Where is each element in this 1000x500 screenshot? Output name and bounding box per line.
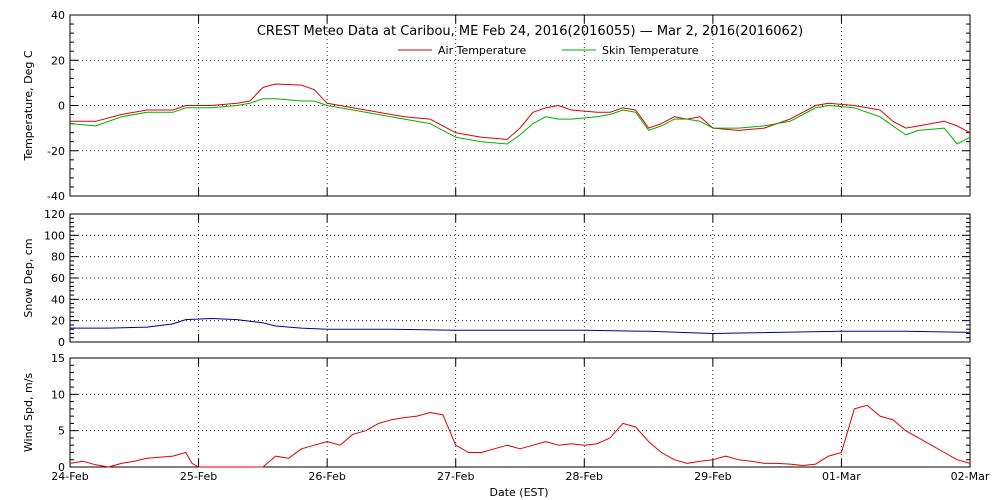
y-tick-label: 10 — [51, 388, 65, 401]
y-axis-label: Snow Dep, cm — [22, 238, 35, 317]
x-tick-label: 02-Mar — [951, 470, 990, 483]
y-tick-label: 15 — [51, 352, 65, 365]
x-tick-label: 29-Feb — [694, 470, 731, 483]
temperature-panel: -40 -20 0 20 40 Temperature, Deg C — [22, 9, 971, 203]
y-tick-label: 0 — [58, 100, 65, 113]
x-tick-label: 25-Feb — [180, 470, 217, 483]
y-tick-label: -20 — [47, 145, 65, 158]
legend-label-air: Air Temperature — [438, 44, 527, 57]
legend-label-skin: Skin Temperature — [602, 44, 699, 57]
y-tick-label: 120 — [44, 208, 65, 221]
series-line-0 — [69, 404, 971, 468]
plot-frame — [69, 357, 971, 468]
series-line-1 — [69, 98, 971, 145]
y-tick-label: 100 — [44, 229, 65, 242]
x-tick-label: 27-Feb — [437, 470, 474, 483]
y-tick-label: 40 — [51, 9, 65, 22]
y-tick-label: 40 — [51, 293, 65, 306]
y-tick-label: 0 — [58, 461, 65, 474]
y-tick-label: -40 — [47, 190, 65, 203]
y-tick-label: 5 — [58, 425, 65, 438]
y-axis-label: Temperature, Deg C — [22, 50, 35, 161]
x-tick-label: 28-Feb — [566, 470, 603, 483]
chart-title: CREST Meteo Data at Caribou, ME Feb 24, … — [257, 24, 803, 39]
y-tick-label: 0 — [58, 336, 65, 349]
series-line-0 — [70, 83, 971, 140]
y-tick-label: 20 — [51, 54, 65, 67]
y-axis-label: Wind Spd, m/s — [22, 373, 35, 453]
x-tick-label: 24-Feb — [51, 470, 88, 483]
y-tick-label: 60 — [51, 272, 65, 285]
y-tick-label: 80 — [51, 251, 65, 264]
snow-depth-panel: 0 20 40 60 80 100 120 Snow Dep, cm — [22, 208, 971, 349]
wind-speed-panel: 0 5 10 15 Wind Spd, m/s — [22, 352, 971, 474]
x-tick-label: 26-Feb — [308, 470, 345, 483]
series-line-0 — [70, 318, 971, 334]
legend: Air Temperature Skin Temperature — [398, 44, 699, 57]
x-axis-label: Date (EST) — [489, 486, 548, 499]
y-tick-label: 20 — [51, 315, 65, 328]
x-tick-label: 01-Mar — [822, 470, 861, 483]
x-axis: 24-Feb 25-Feb 26-Feb 27-Feb 28-Feb 29-Feb 01-M… — [51, 470, 990, 483]
